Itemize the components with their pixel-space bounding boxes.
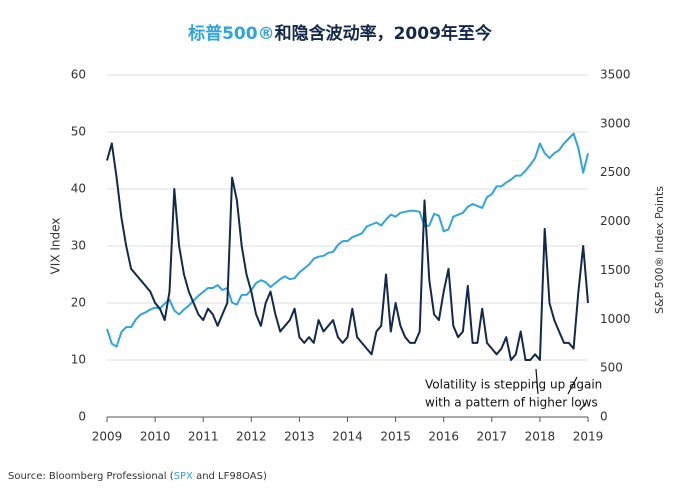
y2-tick-label: 2500	[600, 165, 631, 179]
x-tick-label: 2019	[573, 430, 604, 444]
annotation: Volatility is stepping up again	[425, 378, 602, 392]
x-tick-label: 2013	[284, 430, 315, 444]
source-suffix: and LF98OAS)	[193, 471, 267, 482]
x-tick-label: 2015	[380, 430, 411, 444]
y2-tick-label: 500	[600, 361, 623, 375]
title-rest: 和隐含波动率，2009年至今	[275, 23, 492, 44]
y-tick-label: 50	[71, 125, 86, 139]
x-tick-label: 2009	[92, 430, 123, 444]
x-tick-label: 2010	[140, 430, 171, 444]
source: Source: Bloomberg Professional (SPX and …	[8, 471, 267, 482]
y2-tick-label: 0	[600, 410, 608, 424]
y-tick-label: 20	[71, 296, 86, 310]
x-tick-label: 2016	[428, 430, 459, 444]
source-highlight: SPX	[174, 471, 193, 482]
arrow	[567, 376, 578, 395]
y2-tick-label: 1500	[600, 263, 631, 277]
y2-tick-label: 2000	[600, 214, 631, 228]
arrow	[579, 402, 587, 411]
arrow	[535, 368, 539, 395]
annotation: with a pattern of higher lows	[425, 396, 598, 410]
annotation-arrows	[535, 368, 587, 411]
y-tick-label: 0	[78, 410, 86, 424]
y2-tick-label: 1000	[600, 312, 631, 326]
x-tick-label: 2018	[525, 430, 556, 444]
title-highlight: 标普500®	[188, 23, 275, 44]
series-line	[106, 142, 589, 361]
chart-title: 标普500®和隐含波动率，2009年至今	[188, 23, 492, 44]
x-tick-label: 2017	[477, 430, 508, 444]
y2-tick-label: 3500	[600, 68, 631, 82]
y-tick-label: 40	[71, 182, 86, 196]
y-axis-label: VIX Index	[49, 218, 63, 275]
y2-tick-label: 3000	[600, 116, 631, 130]
source-prefix: Source: Bloomberg Professional (	[8, 471, 174, 482]
x-tick-label: 2011	[188, 430, 219, 444]
y-tick-label: 60	[71, 68, 86, 82]
y-tick-label: 10	[71, 353, 86, 367]
series-line	[106, 132, 589, 348]
x-tick-label: 2012	[236, 430, 267, 444]
y-tick-label: 30	[71, 239, 86, 253]
x-tick-label: 2014	[332, 430, 363, 444]
y2-axis-label: S&P 500® Index Points	[653, 186, 666, 314]
